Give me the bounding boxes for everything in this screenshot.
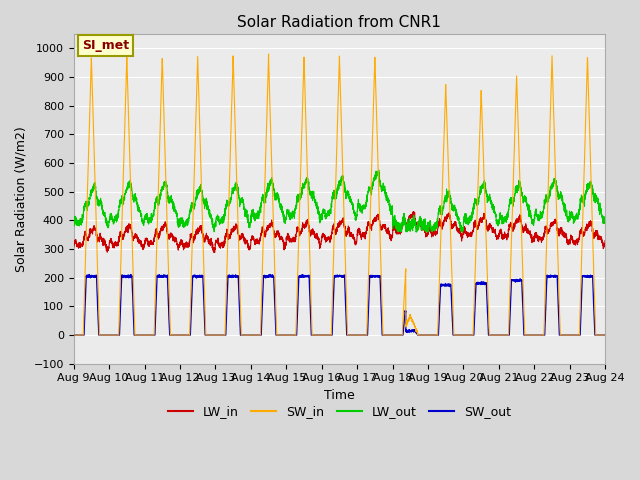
SW_out — [600, 332, 608, 338]
SW_in — [489, 332, 497, 338]
SW_out — [489, 332, 497, 338]
SW_out — [601, 332, 609, 338]
SW_out — [429, 332, 436, 338]
LW_out — [211, 229, 218, 235]
SW_in — [429, 332, 436, 338]
LW_in — [489, 225, 497, 231]
LW_out — [489, 203, 497, 208]
Line: SW_out: SW_out — [74, 275, 605, 335]
Text: SI_met: SI_met — [82, 39, 129, 52]
SW_out — [85, 272, 93, 277]
SW_in — [319, 332, 327, 338]
SW_out — [70, 332, 77, 338]
LW_in — [410, 209, 417, 215]
SW_in — [600, 332, 608, 338]
LW_in — [165, 237, 173, 242]
LW_in — [319, 231, 327, 237]
LW_out — [601, 217, 609, 223]
LW_out — [319, 208, 327, 214]
LW_in — [429, 231, 437, 237]
LW_out — [70, 220, 77, 226]
Line: SW_in: SW_in — [74, 54, 605, 335]
LW_out — [429, 226, 437, 232]
LW_in — [601, 243, 609, 249]
SW_out — [458, 332, 466, 338]
Legend: LW_in, SW_in, LW_out, SW_out: LW_in, SW_in, LW_out, SW_out — [163, 400, 516, 423]
SW_out — [319, 332, 327, 338]
SW_in — [458, 332, 466, 338]
Y-axis label: Solar Radiation (W/m2): Solar Radiation (W/m2) — [15, 126, 28, 272]
SW_in — [165, 290, 173, 296]
LW_out — [459, 229, 467, 235]
LW_in — [210, 250, 218, 255]
SW_in — [265, 51, 273, 57]
X-axis label: Time: Time — [324, 389, 355, 402]
LW_out — [165, 195, 173, 201]
LW_out — [375, 167, 383, 173]
SW_in — [601, 332, 609, 338]
LW_in — [459, 233, 467, 239]
Title: Solar Radiation from CNR1: Solar Radiation from CNR1 — [237, 15, 442, 30]
Line: LW_in: LW_in — [74, 212, 605, 252]
SW_out — [165, 322, 173, 328]
LW_out — [601, 219, 609, 225]
Line: LW_out: LW_out — [74, 170, 605, 232]
LW_in — [70, 244, 77, 250]
SW_in — [70, 332, 77, 338]
LW_in — [601, 238, 609, 243]
